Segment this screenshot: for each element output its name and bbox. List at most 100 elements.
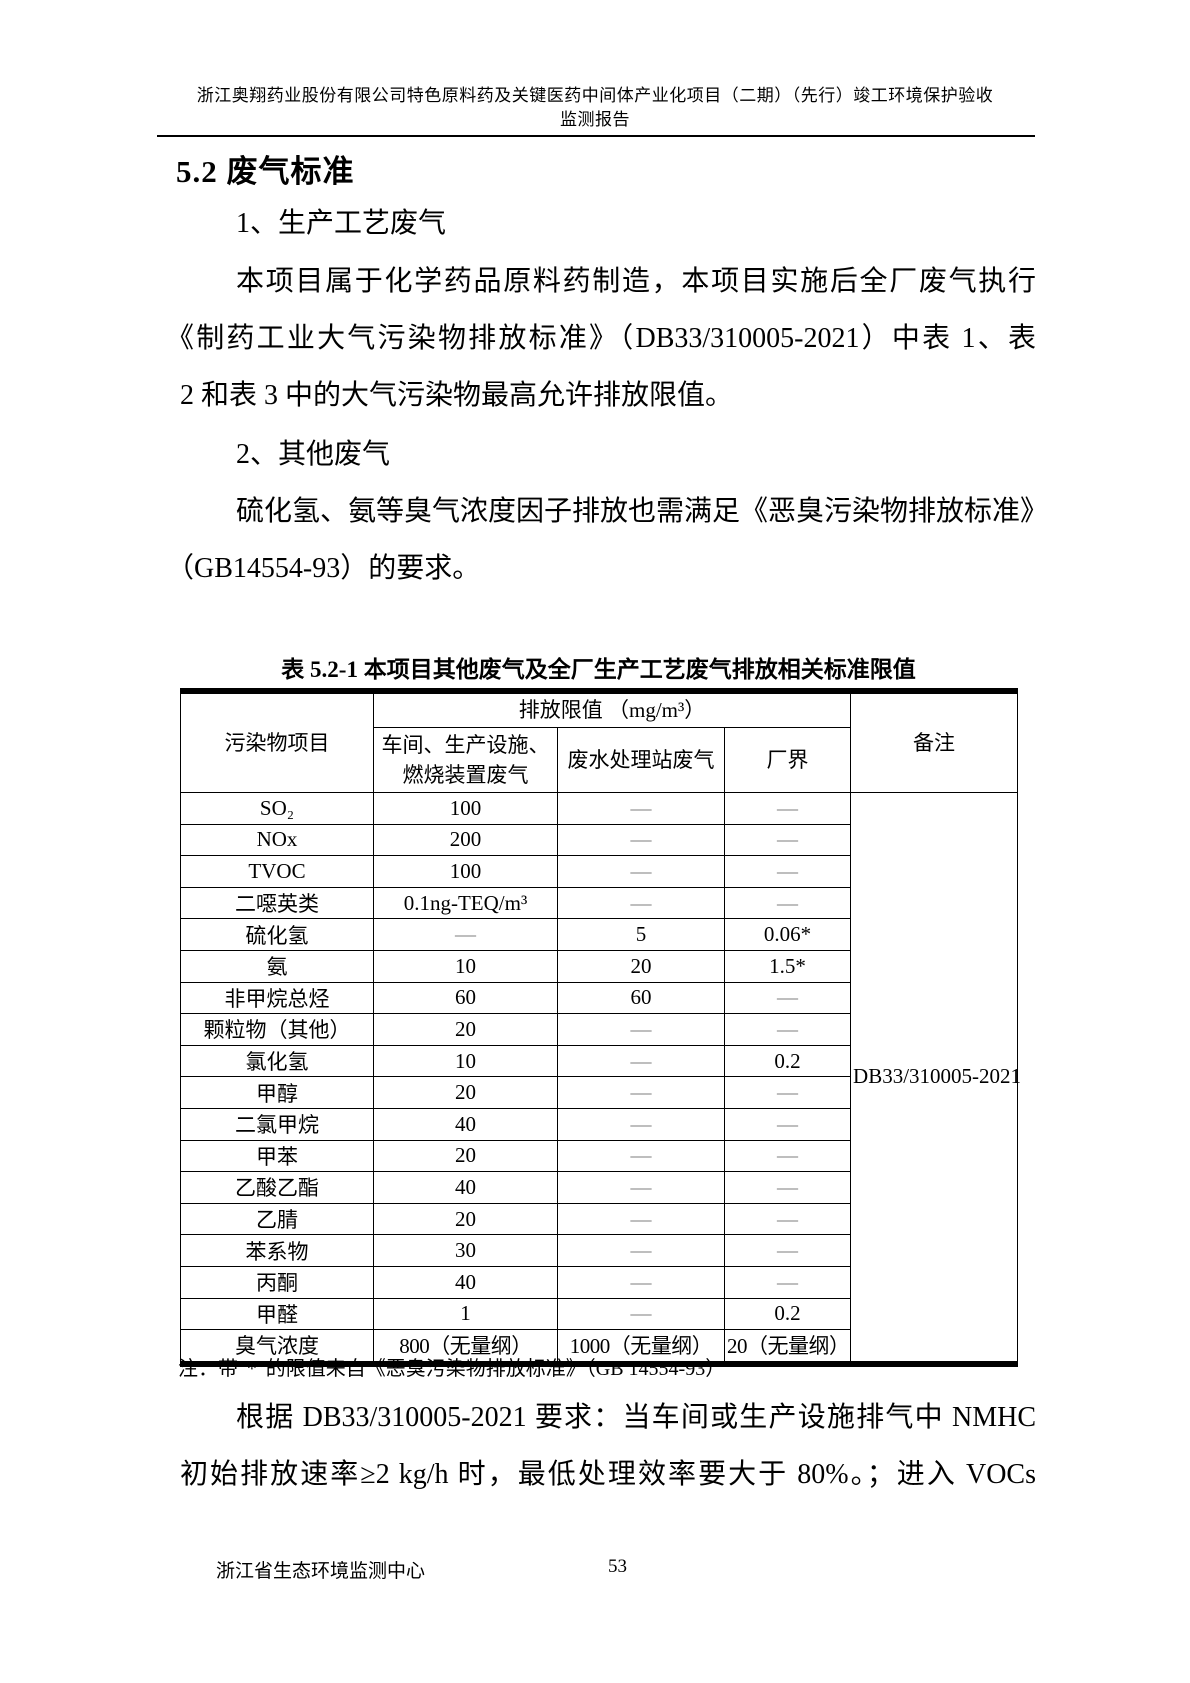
- limit-cell: 0.06*: [723, 918, 852, 951]
- limit-cell: 0.2: [723, 1297, 852, 1331]
- limit-cell: 800（无量纲）: [373, 1329, 558, 1365]
- limit-cell: —: [723, 855, 852, 888]
- limit-cell: 100: [373, 855, 558, 888]
- limit-cell: 20: [373, 1202, 558, 1236]
- col-header-limit-group: 排放限值 （mg/m³）: [372, 690, 852, 728]
- doc-header-line1: 浙江奥翔药业股份有限公司特色原料药及关键医药中间体产业化项目（二期）（先行）竣工…: [196, 86, 994, 105]
- pollutant-cell: 二氯甲烷: [180, 1107, 374, 1141]
- limit-cell: —: [723, 1265, 852, 1299]
- pollutant-cell: 硫化氢: [180, 918, 374, 951]
- table-row: 颗粒物（其他） 20— —: [180, 1013, 1018, 1046]
- paragraph-line: 根据 DB33/310005-2021 要求：当车间或生产设施排气中 NMHC: [236, 1402, 1036, 1433]
- pollutant-cell: 丙酮: [180, 1265, 374, 1299]
- paragraph-line: 本项目属于化学药品原料药制造，本项目实施后全厂废气执行: [236, 266, 1036, 297]
- paragraph-line: （GB14554-93）的要求。: [166, 553, 481, 584]
- standards-table: 污染物项目 排放限值 （mg/m³） 备注 车间、生产设施、燃烧装置废气 废水处…: [180, 688, 1021, 1367]
- limit-cell: 40: [373, 1265, 558, 1299]
- limit-cell: 10: [373, 949, 558, 983]
- limit-cell: —: [373, 918, 558, 951]
- pollutant-cell: 苯系物: [180, 1234, 374, 1267]
- paragraph-line: 硫化氢、氨等臭气浓度因子排放也需满足《恶臭污染物排放标准》: [236, 496, 1049, 527]
- table-row: 氨 10 20 1.5*: [180, 949, 1018, 983]
- limit-cell: 1.5*: [723, 949, 852, 983]
- doc-header: 浙江奥翔药业股份有限公司特色原料药及关键医药中间体产业化项目（二期）（先行）竣工…: [78, 84, 1112, 132]
- table-note: 注：带“*”的限值来自《恶臭污染物排放标准》（GB 14554-93）: [178, 1358, 726, 1380]
- limit-cell: 60: [557, 981, 725, 1015]
- limit-cell: —: [723, 1013, 852, 1046]
- limit-cell: —: [557, 1076, 725, 1109]
- table-row: 二噁英类 0.1ng-TEQ/m³ — —: [180, 886, 1018, 920]
- pollutant-cell: 氯化氢: [180, 1044, 374, 1078]
- limit-cell: 20: [373, 1013, 558, 1046]
- limit-cell: —: [723, 792, 852, 825]
- footer-page-number: 53: [608, 1556, 627, 1577]
- limit-cell: 20: [373, 1076, 558, 1109]
- paragraph-line: 《制药工业大气污染物排放标准》（DB33/310005-2021）中表 1、表: [166, 323, 1036, 354]
- limit-cell: 10: [373, 1044, 558, 1078]
- section-heading: 5.2 废气标准: [176, 154, 355, 189]
- limit-cell: —: [723, 981, 852, 1015]
- limit-cell: 0.1ng-TEQ/m³: [373, 886, 558, 920]
- pollutant-cell: 乙酸乙酯: [180, 1171, 374, 1204]
- limit-cell: —: [723, 886, 852, 920]
- table-row: 非甲烷总烃 60 60—: [180, 981, 1018, 1015]
- limit-cell: —: [557, 1202, 725, 1236]
- limit-cell: 200: [373, 823, 558, 857]
- limit-cell: —: [557, 1013, 725, 1046]
- limit-cell: 20: [557, 949, 725, 983]
- header-rule: [157, 135, 1035, 137]
- limit-cell: —: [723, 1234, 852, 1267]
- limit-cell: —: [557, 1139, 725, 1173]
- limit-cell: 100: [373, 792, 558, 825]
- limit-cell: 0.2: [723, 1044, 852, 1078]
- limit-cell: —: [557, 855, 725, 888]
- pollutant-cell: 氨: [180, 949, 374, 983]
- table-row: 甲醛 1—0.2: [180, 1297, 1018, 1331]
- paragraph-line: 1、生产工艺废气: [236, 208, 447, 239]
- limit-cell: —: [557, 886, 725, 920]
- table-row: 乙腈 20— —: [180, 1202, 1018, 1236]
- footer-organization: 浙江省生态环境监测中心: [216, 1561, 426, 1582]
- limit-cell: —: [557, 1265, 725, 1299]
- paragraph-line: 2 和表 3 中的大气污染物最高允许排放限值。: [180, 380, 734, 411]
- col-header-boundary: 厂界: [723, 727, 852, 793]
- limit-cell: —: [557, 1171, 725, 1204]
- pollutant-cell: NOx: [180, 823, 374, 857]
- paragraph-line: 初始排放速率≥2 kg/h 时，最低处理效率要大于 80%。；进入 VOCs: [180, 1459, 1036, 1490]
- limit-cell: —: [557, 823, 725, 857]
- table-row: SO₂ 100— — DB33/310005-2021: [180, 791, 1021, 1365]
- table-row: 臭气浓度 800（无量纲） 1000（无量纲） 20（无量纲）: [180, 1329, 1018, 1365]
- limit-cell: —: [723, 1107, 852, 1141]
- limit-cell: 1000（无量纲）: [557, 1329, 725, 1365]
- pollutant-cell: 甲醛: [180, 1297, 374, 1331]
- limit-cell: —: [557, 1234, 725, 1267]
- limit-cell: —: [723, 1139, 852, 1173]
- doc-header-line2: 监测报告: [560, 110, 630, 129]
- table-body: SO₂ 100— — DB33/310005-2021 NOx 200— — TVOC 100—…: [180, 791, 1021, 1365]
- table-row: 乙酸乙酯 40— —: [180, 1171, 1018, 1204]
- limit-cell: 40: [373, 1171, 558, 1204]
- pollutant-cell: 二噁英类: [180, 886, 374, 920]
- col-header-pollutant: 污染物项目: [180, 690, 374, 793]
- limit-cell: —: [557, 1107, 725, 1141]
- paragraph-line: 2、其他废气: [236, 439, 391, 470]
- pollutant-cell: SO₂: [180, 792, 374, 825]
- limit-cell: —: [557, 1297, 725, 1331]
- remark-cell: DB33/310005-2021: [850, 791, 1021, 1365]
- limit-cell: 40: [373, 1107, 558, 1141]
- col-header-remark: 备注: [850, 690, 1019, 793]
- limit-cell: 60: [373, 981, 558, 1015]
- limit-cell: 20: [373, 1139, 558, 1173]
- pollutant-cell: 甲苯: [180, 1139, 374, 1173]
- limit-cell: —: [557, 1044, 725, 1078]
- pollutant-cell: 臭气浓度: [180, 1329, 374, 1365]
- col-header-wastewater: 废水处理站废气: [557, 727, 725, 793]
- table-row: NOx 200— —: [180, 823, 1018, 857]
- limit-cell: —: [723, 1171, 852, 1204]
- limit-cell: —: [723, 1202, 852, 1236]
- pollutant-cell: 非甲烷总烃: [180, 981, 374, 1015]
- table-row: TVOC 100— —: [180, 855, 1018, 888]
- pollutant-cell: 乙腈: [180, 1202, 374, 1236]
- table-row: 甲醇 20— —: [180, 1076, 1018, 1109]
- limit-cell: —: [723, 823, 852, 857]
